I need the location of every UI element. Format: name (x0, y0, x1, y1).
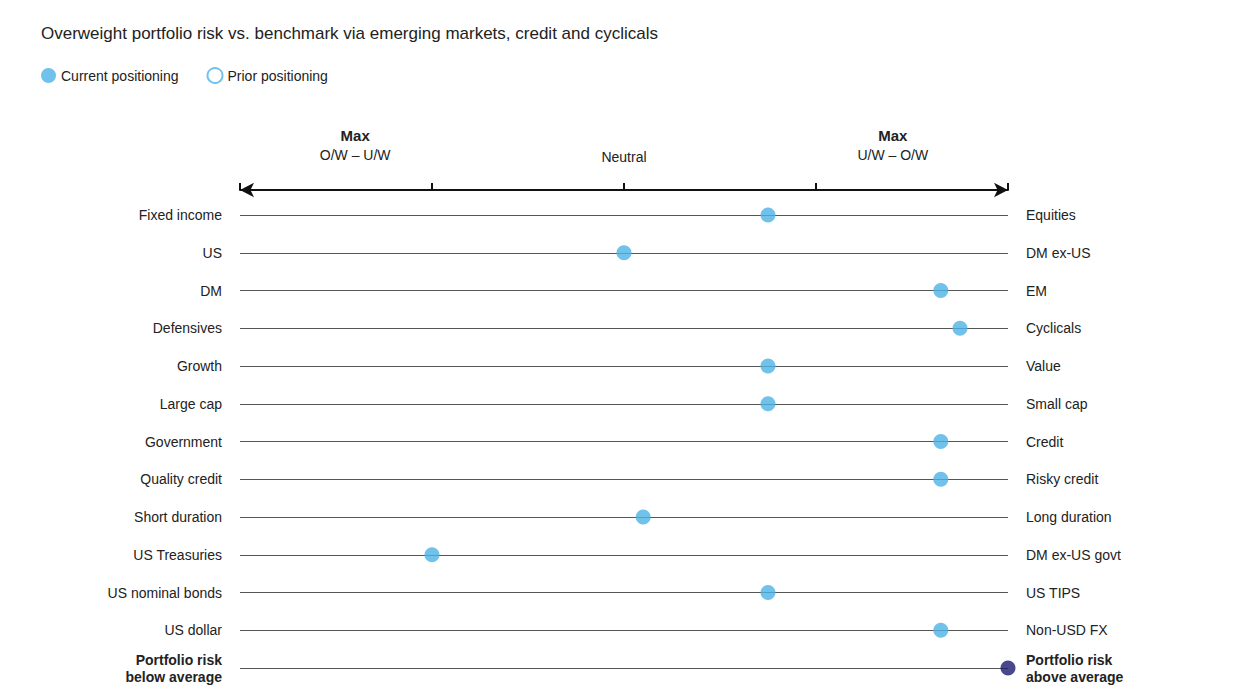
svg-text:above average: above average (1026, 669, 1123, 685)
svg-text:Portfolio risk: Portfolio risk (136, 652, 223, 668)
svg-text:Neutral: Neutral (601, 149, 646, 165)
svg-text:Large cap: Large cap (160, 396, 222, 412)
svg-text:US nominal bonds: US nominal bonds (108, 585, 222, 601)
svg-text:Equities: Equities (1026, 207, 1076, 223)
svg-text:Long duration: Long duration (1026, 509, 1112, 525)
svg-text:Fixed income: Fixed income (139, 207, 222, 223)
svg-text:Growth: Growth (177, 358, 222, 374)
svg-text:Prior positioning: Prior positioning (228, 68, 328, 84)
svg-text:US Treasuries: US Treasuries (133, 547, 222, 563)
svg-text:Quality credit: Quality credit (140, 471, 222, 487)
svg-text:US TIPS: US TIPS (1026, 585, 1080, 601)
svg-text:Value: Value (1026, 358, 1061, 374)
svg-text:Short duration: Short duration (134, 509, 222, 525)
svg-text:Overweight portfolio risk vs.: Overweight portfolio risk vs. benchmark … (41, 24, 658, 43)
svg-text:DM: DM (200, 283, 222, 299)
svg-text:O/W – U/W: O/W – U/W (320, 147, 392, 163)
svg-text:DM ex-US govt: DM ex-US govt (1026, 547, 1121, 563)
svg-text:DM ex-US: DM ex-US (1026, 245, 1091, 261)
svg-text:Max: Max (341, 127, 371, 144)
svg-text:US dollar: US dollar (164, 622, 222, 638)
svg-text:Government: Government (145, 434, 222, 450)
svg-text:Risky credit: Risky credit (1026, 471, 1098, 487)
svg-text:Non-USD FX: Non-USD FX (1026, 622, 1108, 638)
svg-text:Defensives: Defensives (153, 320, 222, 336)
svg-text:US: US (203, 245, 222, 261)
svg-text:U/W – O/W: U/W – O/W (857, 147, 929, 163)
svg-text:Small cap: Small cap (1026, 396, 1088, 412)
svg-text:below average: below average (126, 669, 223, 685)
svg-text:Max: Max (878, 127, 908, 144)
svg-text:Portfolio risk: Portfolio risk (1026, 652, 1113, 668)
svg-text:Cyclicals: Cyclicals (1026, 320, 1081, 336)
svg-text:EM: EM (1026, 283, 1047, 299)
svg-text:Credit: Credit (1026, 434, 1063, 450)
svg-text:Current positioning: Current positioning (61, 68, 179, 84)
